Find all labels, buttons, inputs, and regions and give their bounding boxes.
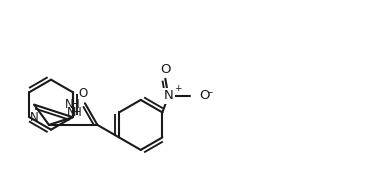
Text: –: – <box>208 88 213 98</box>
Text: N: N <box>30 111 38 124</box>
Text: O: O <box>160 63 171 76</box>
Text: N: N <box>65 98 74 111</box>
Text: +: + <box>174 84 182 93</box>
Text: O: O <box>199 89 210 103</box>
Text: H: H <box>73 106 82 119</box>
Text: O: O <box>79 87 88 100</box>
Text: N: N <box>164 89 173 103</box>
Text: N: N <box>67 106 76 119</box>
Text: H: H <box>71 98 80 111</box>
